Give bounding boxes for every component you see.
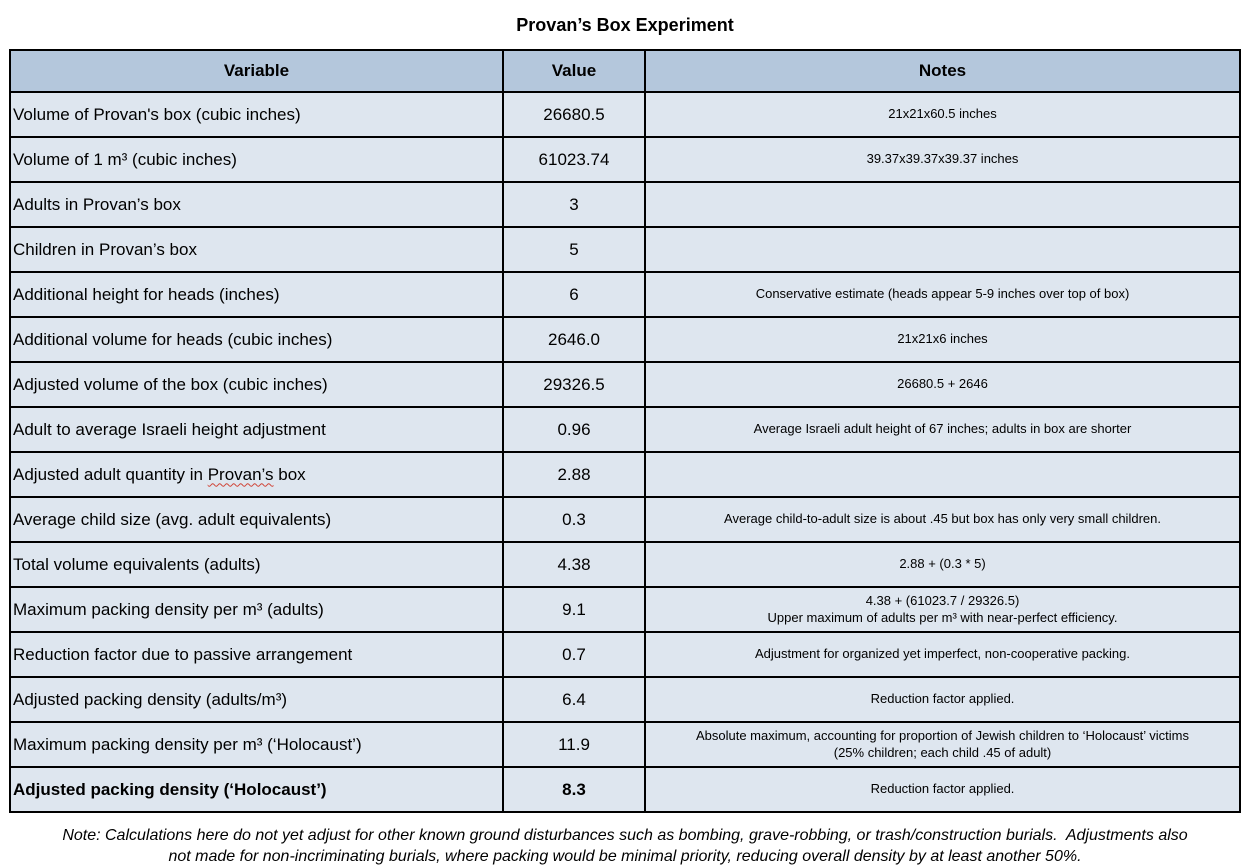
value-cell: 5 — [502, 226, 646, 273]
variable-cell: Total volume equivalents (adults) — [9, 541, 504, 588]
column-header-value: Value — [502, 49, 646, 93]
notes-cell: Adjustment for organized yet imperfect, … — [644, 631, 1241, 678]
notes-cell: Reduction factor applied. — [644, 676, 1241, 723]
variable-cell: Adjusted packing density (‘Holocaust’) — [9, 766, 504, 813]
table-row: Volume of 1 m³ (cubic inches) 61023.74 39.… — [9, 136, 1241, 183]
table-row: Adjusted adult quantity in Provan’s box 2… — [9, 451, 1241, 498]
value-cell: 0.3 — [502, 496, 646, 543]
variable-cell: Children in Provan’s box — [9, 226, 504, 273]
value-cell: 4.38 — [502, 541, 646, 588]
variable-cell: Average child size (avg. adult equivalen… — [9, 496, 504, 543]
table-body: Volume of Provan's box (cubic inches) 266… — [9, 91, 1241, 813]
notes-cell: Average Israeli adult height of 67 inche… — [644, 406, 1241, 453]
notes-cell: 26680.5 + 2646 — [644, 361, 1241, 408]
notes-cell: 39.37x39.37x39.37 inches — [644, 136, 1241, 183]
table-row: Maximum packing density per m³ (‘Holocau… — [9, 721, 1241, 768]
table-row: Children in Provan’s box 5 — [9, 226, 1241, 273]
value-cell: 29326.5 — [502, 361, 646, 408]
table-row: Average child size (avg. adult equivalen… — [9, 496, 1241, 543]
table-row: Additional volume for heads (cubic inche… — [9, 316, 1241, 363]
table-header-row: Variable Value Notes — [9, 49, 1241, 93]
value-cell: 3 — [502, 181, 646, 228]
table-row: Volume of Provan's box (cubic inches) 266… — [9, 91, 1241, 138]
notes-cell — [644, 181, 1241, 228]
variable-cell: Volume of 1 m³ (cubic inches) — [9, 136, 504, 183]
table-row: Additional height for heads (inches) 6 Con… — [9, 271, 1241, 318]
table-row: Maximum packing density per m³ (adults) 9… — [9, 586, 1241, 633]
table-row: Adjusted volume of the box (cubic inches… — [9, 361, 1241, 408]
table-row: Reduction factor due to passive arrangem… — [9, 631, 1241, 678]
notes-cell: Reduction factor applied. — [644, 766, 1241, 813]
experiment-table: Variable Value Notes Volume of Provan's … — [9, 49, 1241, 813]
value-cell: 2646.0 — [502, 316, 646, 363]
table-row: Adult to average Israeli height adjustme… — [9, 406, 1241, 453]
value-cell: 2.88 — [502, 451, 646, 498]
value-cell: 26680.5 — [502, 91, 646, 138]
variable-cell: Reduction factor due to passive arrangem… — [9, 631, 504, 678]
value-cell: 11.9 — [502, 721, 646, 768]
footer-note-line2: not made for non-incriminating burials, … — [168, 847, 1082, 865]
variable-cell: Adjusted adult quantity in Provan’s box — [9, 451, 504, 498]
column-header-variable: Variable — [9, 49, 504, 93]
variable-cell: Adult to average Israeli height adjustme… — [9, 406, 504, 453]
variable-cell: Maximum packing density per m³ (‘Holocau… — [9, 721, 504, 768]
table-row: Adjusted packing density (‘Holocaust’) 8.… — [9, 766, 1241, 813]
value-cell: 0.96 — [502, 406, 646, 453]
variable-cell: Adjusted volume of the box (cubic inches… — [9, 361, 504, 408]
variable-cell: Volume of Provan's box (cubic inches) — [9, 91, 504, 138]
value-cell: 8.3 — [502, 766, 646, 813]
variable-cell: Adjusted packing density (adults/m³) — [9, 676, 504, 723]
variable-cell: Maximum packing density per m³ (adults) — [9, 586, 504, 633]
notes-cell: Conservative estimate (heads appear 5-9 … — [644, 271, 1241, 318]
notes-cell — [644, 226, 1241, 273]
notes-cell: Absolute maximum, accounting for proport… — [644, 721, 1241, 768]
misspelled-word: Provan’s — [207, 464, 274, 484]
notes-cell: Average child-to-adult size is about .45… — [644, 496, 1241, 543]
page-title: Provan’s Box Experiment — [516, 15, 734, 35]
value-cell: 6 — [502, 271, 646, 318]
footer-note: Note: Calculations here do not yet adjus… — [0, 826, 1250, 868]
notes-cell: 4.38 + (61023.7 / 29326.5) Upper maximum … — [644, 586, 1241, 633]
value-cell: 0.7 — [502, 631, 646, 678]
notes-cell — [644, 451, 1241, 498]
value-cell: 61023.74 — [502, 136, 646, 183]
table-row: Adjusted packing density (adults/m³) 6.4 R… — [9, 676, 1241, 723]
variable-cell: Adults in Provan’s box — [9, 181, 504, 228]
variable-cell: Additional height for heads (inches) — [9, 271, 504, 318]
value-cell: 6.4 — [502, 676, 646, 723]
notes-cell: 2.88 + (0.3 * 5) — [644, 541, 1241, 588]
table-row: Adults in Provan’s box 3 — [9, 181, 1241, 228]
table-row: Total volume equivalents (adults) 4.38 2.8… — [9, 541, 1241, 588]
footer-note-line1: Note: Calculations here do not yet adjus… — [62, 827, 1188, 844]
column-header-notes: Notes — [644, 49, 1241, 93]
value-cell: 9.1 — [502, 586, 646, 633]
notes-cell: 21x21x6 inches — [644, 316, 1241, 363]
variable-cell: Additional volume for heads (cubic inche… — [9, 316, 504, 363]
notes-cell: 21x21x60.5 inches — [644, 91, 1241, 138]
